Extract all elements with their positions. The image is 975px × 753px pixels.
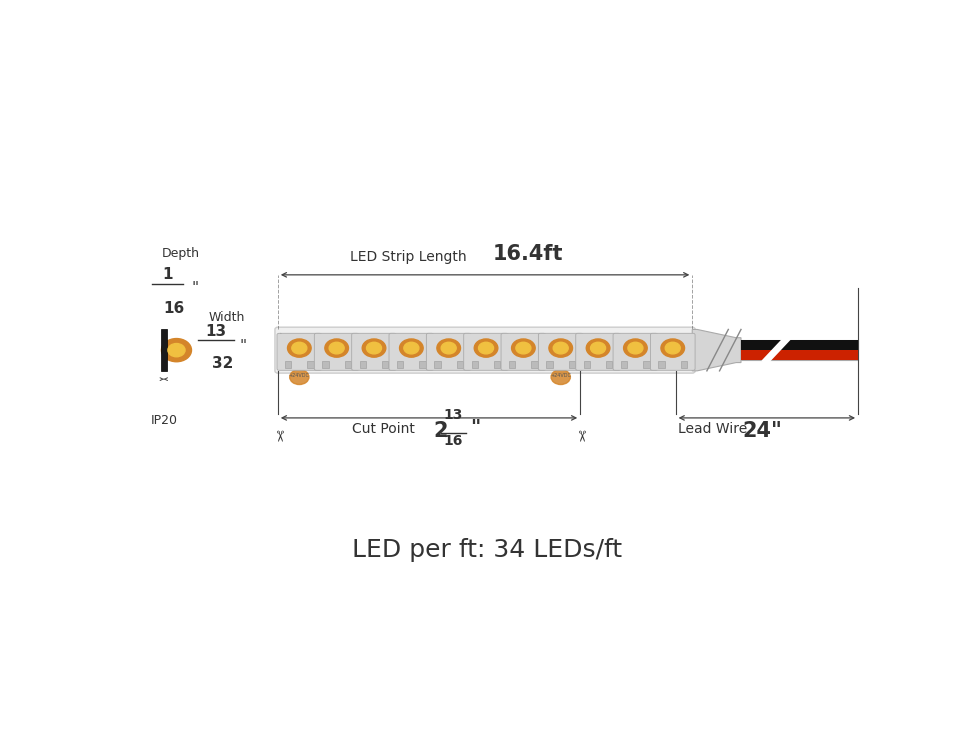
FancyBboxPatch shape bbox=[314, 334, 359, 370]
FancyBboxPatch shape bbox=[389, 334, 434, 370]
Circle shape bbox=[553, 343, 568, 354]
Text: +24VDC: +24VDC bbox=[550, 373, 571, 377]
Bar bbox=[741, 340, 858, 350]
Polygon shape bbox=[692, 330, 741, 370]
FancyBboxPatch shape bbox=[277, 334, 322, 370]
Text: 24": 24" bbox=[742, 421, 782, 441]
FancyBboxPatch shape bbox=[426, 334, 471, 370]
Bar bbox=[741, 350, 858, 361]
Circle shape bbox=[474, 339, 498, 357]
Bar bbox=[621, 361, 628, 367]
Bar bbox=[584, 361, 590, 367]
Bar bbox=[606, 361, 612, 367]
Text: 32: 32 bbox=[212, 356, 233, 371]
Circle shape bbox=[367, 343, 381, 354]
Text: Lead Wire: Lead Wire bbox=[678, 422, 756, 436]
Bar bbox=[434, 361, 441, 367]
Text: Depth: Depth bbox=[162, 247, 199, 260]
FancyBboxPatch shape bbox=[275, 327, 695, 373]
Text: +24VDC: +24VDC bbox=[289, 373, 310, 377]
Text: ✂: ✂ bbox=[270, 429, 286, 442]
Text: LED Strip Length: LED Strip Length bbox=[350, 249, 475, 264]
Circle shape bbox=[330, 343, 344, 354]
Circle shape bbox=[168, 343, 185, 357]
Text: IP20: IP20 bbox=[150, 414, 177, 427]
Bar bbox=[681, 361, 687, 367]
Text: ": " bbox=[191, 281, 198, 296]
Circle shape bbox=[512, 339, 535, 357]
Circle shape bbox=[479, 343, 493, 354]
Circle shape bbox=[400, 339, 423, 357]
Bar bbox=[568, 361, 575, 367]
FancyBboxPatch shape bbox=[538, 334, 583, 370]
Circle shape bbox=[628, 343, 643, 354]
Circle shape bbox=[437, 339, 460, 357]
Bar bbox=[397, 361, 404, 367]
Bar bbox=[161, 330, 167, 370]
Text: LED per ft: 34 LEDs/ft: LED per ft: 34 LEDs/ft bbox=[352, 538, 623, 562]
Bar bbox=[285, 361, 292, 367]
Bar bbox=[644, 361, 649, 367]
Circle shape bbox=[586, 339, 610, 357]
Text: Cut Point: Cut Point bbox=[353, 422, 424, 436]
Bar bbox=[658, 361, 665, 367]
FancyBboxPatch shape bbox=[613, 334, 658, 370]
Circle shape bbox=[404, 343, 419, 354]
Bar bbox=[472, 361, 478, 367]
FancyBboxPatch shape bbox=[352, 334, 396, 370]
Bar bbox=[531, 361, 538, 367]
Text: 13: 13 bbox=[444, 408, 463, 422]
Circle shape bbox=[162, 339, 191, 361]
Text: ✂: ✂ bbox=[572, 429, 588, 442]
Bar bbox=[741, 340, 858, 361]
Circle shape bbox=[661, 339, 684, 357]
Circle shape bbox=[290, 370, 309, 385]
Text: 2: 2 bbox=[434, 421, 448, 441]
FancyBboxPatch shape bbox=[501, 334, 546, 370]
Bar bbox=[307, 361, 314, 367]
Circle shape bbox=[292, 343, 307, 354]
FancyBboxPatch shape bbox=[650, 334, 695, 370]
Bar bbox=[360, 361, 366, 367]
Text: 1: 1 bbox=[163, 267, 173, 282]
Bar bbox=[494, 361, 500, 367]
Text: 13: 13 bbox=[205, 324, 226, 339]
Bar bbox=[509, 361, 516, 367]
Text: ": " bbox=[470, 418, 481, 437]
Circle shape bbox=[325, 339, 348, 357]
Circle shape bbox=[591, 343, 605, 354]
Bar bbox=[456, 361, 463, 367]
Bar bbox=[546, 361, 553, 367]
Bar bbox=[323, 361, 329, 367]
Circle shape bbox=[363, 339, 386, 357]
Circle shape bbox=[441, 343, 456, 354]
FancyBboxPatch shape bbox=[575, 334, 620, 370]
Circle shape bbox=[665, 343, 681, 354]
Text: 16: 16 bbox=[444, 434, 463, 449]
Bar bbox=[382, 361, 388, 367]
Circle shape bbox=[549, 339, 572, 357]
Text: 16: 16 bbox=[163, 301, 184, 316]
Circle shape bbox=[624, 339, 647, 357]
Bar bbox=[344, 361, 351, 367]
Circle shape bbox=[551, 370, 570, 385]
Circle shape bbox=[516, 343, 531, 354]
FancyBboxPatch shape bbox=[464, 334, 508, 370]
Circle shape bbox=[288, 339, 311, 357]
Text: 16.4ft: 16.4ft bbox=[492, 243, 563, 264]
Text: ": " bbox=[240, 339, 247, 354]
Text: Width: Width bbox=[209, 311, 246, 324]
Bar bbox=[419, 361, 426, 367]
